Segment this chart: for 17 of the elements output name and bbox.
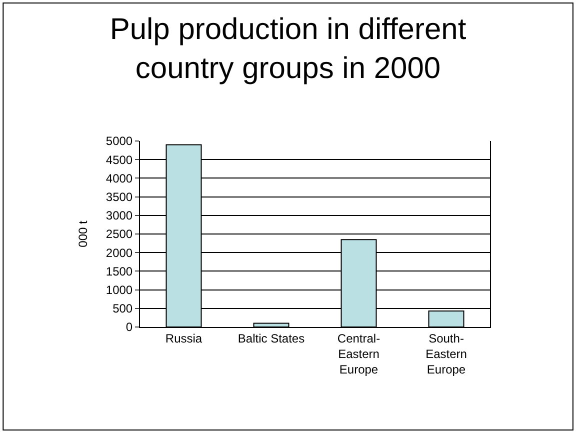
y-tick-label: 1000 [106,283,133,297]
x-tick-label: Central- Eastern Europe [337,331,380,377]
y-tick-label: 4500 [106,152,133,167]
y-tick-label: 500 [112,302,133,316]
y-tick-label: 1500 [106,264,133,278]
x-tick-label: South- Eastern Europe [426,331,467,377]
y-tick-label: 2500 [106,227,133,242]
chart-title: Pulp production in different country groups in 2000 [110,12,467,85]
y-tick-label: 0 [126,320,133,334]
x-tick-label: Baltic States [238,331,305,346]
y-tick-label: 4000 [106,171,133,186]
x-tick-label: Russia [165,331,202,346]
y-tick-label: 3000 [106,208,133,223]
y-tick-label: 5000 [106,134,133,148]
y-tick-label: 2000 [106,246,133,260]
y-tick-label: 3500 [106,190,133,204]
y-axis-title: 000 t [76,220,90,248]
